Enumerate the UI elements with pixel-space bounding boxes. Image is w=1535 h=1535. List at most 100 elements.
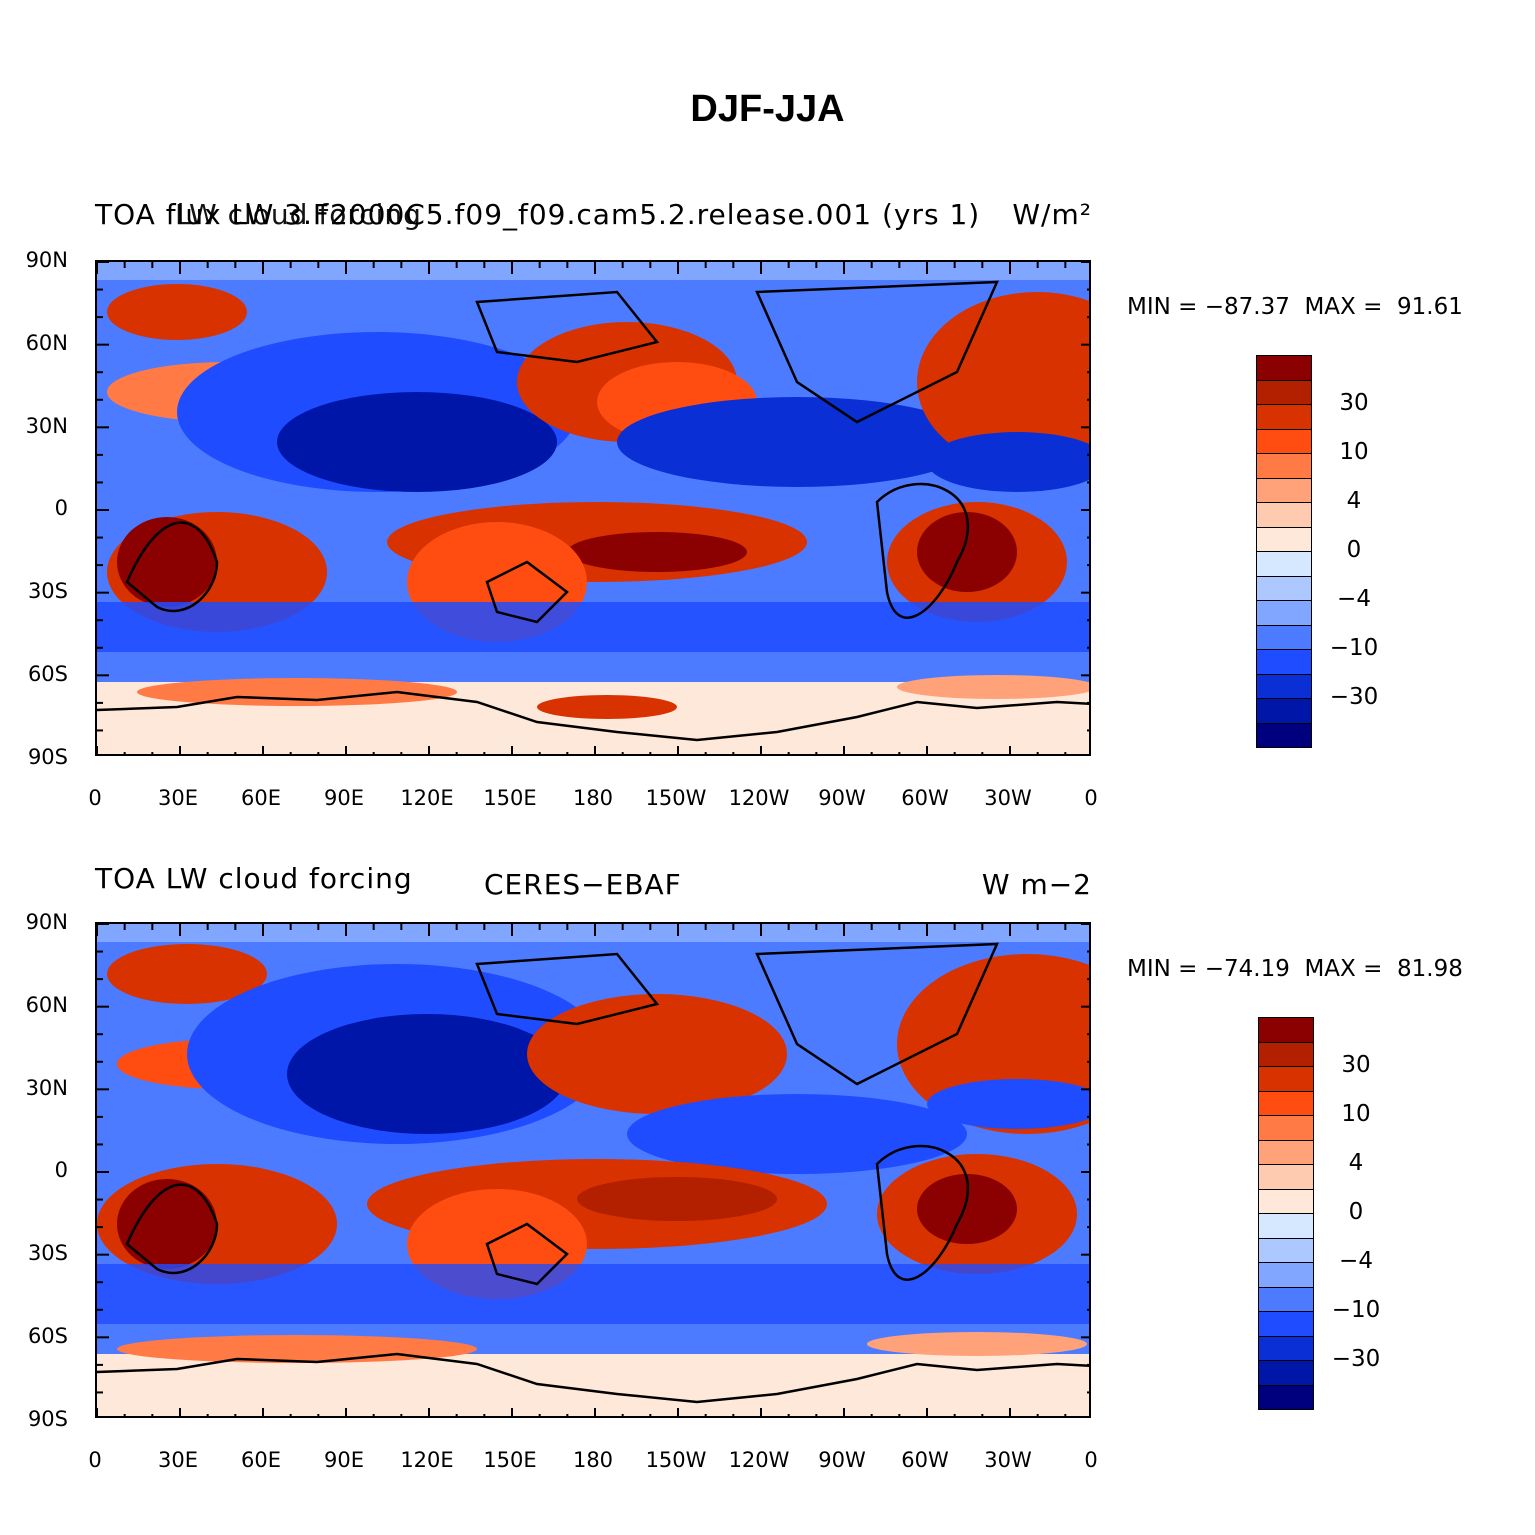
colorbar (1258, 1017, 1314, 1410)
panel-left-title: TOA LW cloud forcing (95, 862, 413, 895)
x-label: 120E (400, 1448, 454, 1472)
min-max-stats: MIN = −74.19 MAX = 81.98 (1127, 956, 1463, 982)
colorbar-segment (1258, 1139, 1314, 1165)
panel-left-title: TOA flux LW 3.F2000C5.f09_f09.cam5.2.rel… (95, 198, 981, 231)
x-label: 90E (324, 1448, 364, 1472)
colorbar-segment (1258, 1213, 1314, 1239)
panel-units: W m−2 (981, 868, 1092, 901)
y-label: 30S (27, 579, 68, 603)
colorbar-segment (1256, 673, 1312, 699)
colorbar-label: 10 (1339, 439, 1369, 465)
colorbar-segment (1256, 526, 1312, 552)
panel-left-title-overlap: LW cloud forcing (175, 198, 422, 231)
x-label: 60W (901, 1448, 949, 1472)
model-map-field (97, 262, 1089, 754)
panel-units: W/m² (1012, 198, 1092, 231)
colorbar-segment (1256, 453, 1312, 479)
colorbar-segment (1258, 1311, 1314, 1337)
colorbar-label: 4 (1348, 1150, 1364, 1176)
colorbar-segment (1258, 1384, 1314, 1410)
x-label: 90E (324, 786, 364, 810)
colorbar-label: −10 (1329, 635, 1379, 661)
x-label: 120E (400, 786, 454, 810)
x-label: 0 (88, 786, 102, 810)
x-label: 60E (241, 1448, 281, 1472)
colorbar-segment (1256, 600, 1312, 626)
colorbar-segment (1258, 1335, 1314, 1361)
colorbar (1256, 355, 1312, 748)
y-label: 90S (27, 1407, 68, 1431)
colorbar-segment (1258, 1066, 1314, 1092)
colorbar-segment (1258, 1360, 1314, 1386)
colorbar-label: 4 (1346, 488, 1362, 514)
x-label: 150E (483, 1448, 537, 1472)
x-label: 180 (572, 1448, 614, 1472)
colorbar-segment (1256, 624, 1312, 650)
colorbar-segment (1256, 404, 1312, 430)
y-label: 90S (27, 745, 68, 769)
colorbar-segment (1256, 575, 1312, 601)
colorbar-label: 30 (1341, 1052, 1371, 1078)
y-label: 60S (27, 662, 68, 686)
x-label: 150W (645, 1448, 707, 1472)
page-title: DJF-JJA (690, 88, 845, 130)
x-label: 30E (158, 1448, 198, 1472)
y-label: 30S (27, 1241, 68, 1265)
obs-map (95, 922, 1091, 1418)
colorbar-label: −4 (1337, 586, 1371, 612)
colorbar-segment (1256, 355, 1312, 381)
x-label: 90W (818, 786, 866, 810)
colorbar-segment (1256, 379, 1312, 405)
colorbar-label: 0 (1348, 1199, 1364, 1225)
y-label: 60N (25, 331, 68, 355)
colorbar-segment (1258, 1262, 1314, 1288)
x-label: 150E (483, 786, 537, 810)
colorbar-label: −10 (1331, 1297, 1381, 1323)
x-label: 30E (158, 786, 198, 810)
x-label: 90W (818, 1448, 866, 1472)
y-label: 60S (27, 1324, 68, 1348)
y-label: 0 (54, 496, 68, 520)
x-label: 0 (1084, 786, 1098, 810)
colorbar-label: −4 (1339, 1248, 1373, 1274)
colorbar-segment (1256, 722, 1312, 748)
min-max-stats: MIN = −87.37 MAX = 91.61 (1127, 294, 1463, 320)
colorbar-segment (1258, 1017, 1314, 1043)
colorbar-label: 0 (1346, 537, 1362, 563)
obs-map-field (97, 924, 1089, 1416)
colorbar-segment (1258, 1286, 1314, 1312)
y-label: 90N (25, 248, 68, 272)
x-label: 0 (88, 1448, 102, 1472)
y-label: 0 (54, 1158, 68, 1182)
y-label: 30N (25, 414, 68, 438)
x-label: 150W (645, 786, 707, 810)
x-label: 120W (728, 786, 790, 810)
colorbar-label: 30 (1339, 390, 1369, 416)
colorbar-segment (1256, 649, 1312, 675)
y-label: 30N (25, 1076, 68, 1100)
x-label: 30W (984, 786, 1032, 810)
colorbar-segment (1258, 1188, 1314, 1214)
colorbar-segment (1256, 477, 1312, 503)
colorbar-segment (1258, 1090, 1314, 1116)
colorbar-label: 10 (1341, 1101, 1371, 1127)
x-label: 0 (1084, 1448, 1098, 1472)
x-label: 60W (901, 786, 949, 810)
colorbar-segment (1258, 1237, 1314, 1263)
x-label: 60E (241, 786, 281, 810)
x-label: 180 (572, 786, 614, 810)
colorbar-segment (1256, 698, 1312, 724)
y-label: 60N (25, 993, 68, 1017)
panel-center-title: CERES−EBAF (484, 868, 682, 901)
colorbar-label: −30 (1331, 1346, 1381, 1372)
colorbar-segment (1256, 551, 1312, 577)
colorbar-segment (1256, 428, 1312, 454)
colorbar-segment (1258, 1164, 1314, 1190)
colorbar-label: −30 (1329, 684, 1379, 710)
colorbar-segment (1258, 1115, 1314, 1141)
x-label: 120W (728, 1448, 790, 1472)
model-map (95, 260, 1091, 756)
colorbar-segment (1256, 502, 1312, 528)
x-label: 30W (984, 1448, 1032, 1472)
model-panel: TOA flux LW 3.F2000C5.f09_f09.cam5.2.rel… (0, 190, 1535, 850)
